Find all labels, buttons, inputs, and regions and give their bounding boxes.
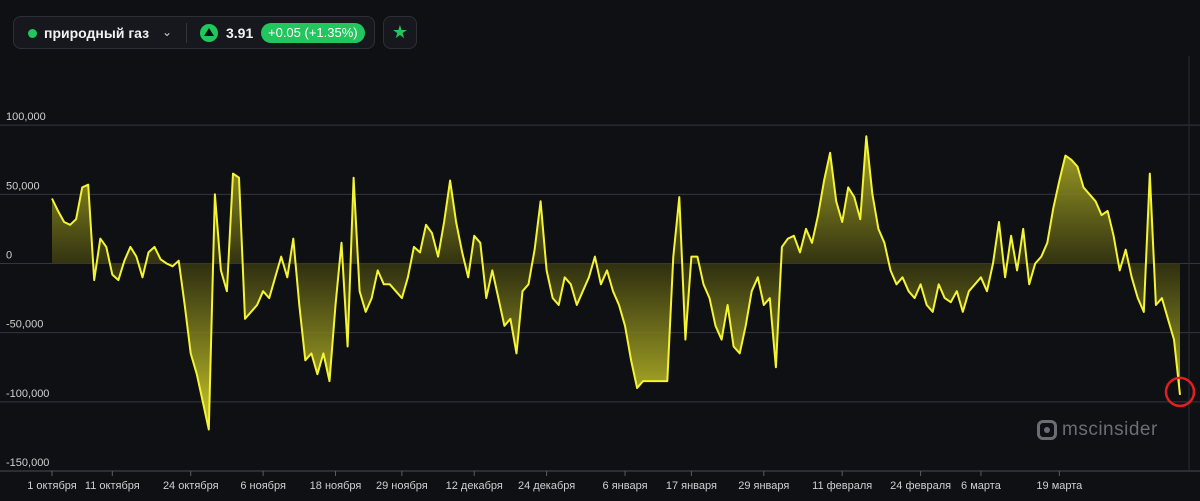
chart-svg: 100,000 50,000 0 -50,000 -100,000 -150,000 1 … — [0, 56, 1200, 492]
triangle-up-icon — [200, 24, 218, 42]
line-path — [51, 135, 1181, 431]
watermark-text: mscinsider — [1062, 419, 1158, 440]
chart-toolbar: природный газ ⌄ 3.91 +0.05 (+1.35%) ★ — [0, 0, 1200, 56]
series-line — [51, 135, 1181, 431]
area-path — [52, 136, 1180, 430]
x-tick-label: 18 ноября — [310, 480, 362, 492]
highlight-circle — [1164, 376, 1196, 408]
y-tick-label: -150,000 — [6, 457, 49, 469]
asset-name: природный газ — [44, 25, 150, 41]
x-axis: 1 октября 11 октября 24 октября 6 ноября 18 … — [27, 471, 1083, 492]
y-tick-label: 50,000 — [6, 180, 40, 192]
y-tick-label: 0 — [6, 250, 12, 262]
y-tick-label: -50,000 — [6, 319, 43, 331]
y-axis: 100,000 50,000 0 -50,000 -100,000 -150,000 — [6, 111, 49, 469]
change-badge: +0.05 (+1.35%) — [261, 23, 365, 43]
x-tick-label: 24 декабря — [518, 480, 575, 492]
msc-logo-icon — [1037, 420, 1057, 440]
status-dot-icon — [28, 29, 37, 38]
x-tick-label: 19 марта — [1036, 480, 1083, 492]
asset-selector[interactable]: природный газ ⌄ 3.91 +0.05 (+1.35%) — [13, 16, 375, 49]
favorite-button[interactable]: ★ — [383, 16, 417, 49]
price-value: 3.91 — [226, 25, 254, 41]
x-tick-label: 29 ноября — [376, 480, 428, 492]
divider — [186, 23, 187, 43]
x-tick-label: 11 октября — [85, 480, 140, 492]
x-tick-label: 1 октября — [27, 480, 77, 492]
x-tick-label: 24 февраля — [890, 480, 951, 492]
highlight — [1164, 376, 1196, 408]
x-tick-label: 12 декабря — [446, 480, 503, 492]
area-fill — [52, 136, 1180, 430]
x-tick-label: 6 января — [603, 480, 648, 492]
y-tick-label: -100,000 — [6, 388, 49, 400]
x-tick-label: 11 февраля — [812, 480, 872, 492]
star-icon: ★ — [391, 22, 409, 42]
chevron-down-icon[interactable]: ⌄ — [162, 25, 173, 39]
y-tick-label: 100,000 — [6, 111, 46, 123]
x-tick-label: 17 января — [666, 480, 717, 492]
x-tick-label: 6 марта — [961, 480, 1002, 492]
x-tick-label: 6 ноября — [240, 480, 286, 492]
x-tick-label: 24 октября — [163, 480, 219, 492]
x-tick-label: 29 января — [738, 480, 789, 492]
